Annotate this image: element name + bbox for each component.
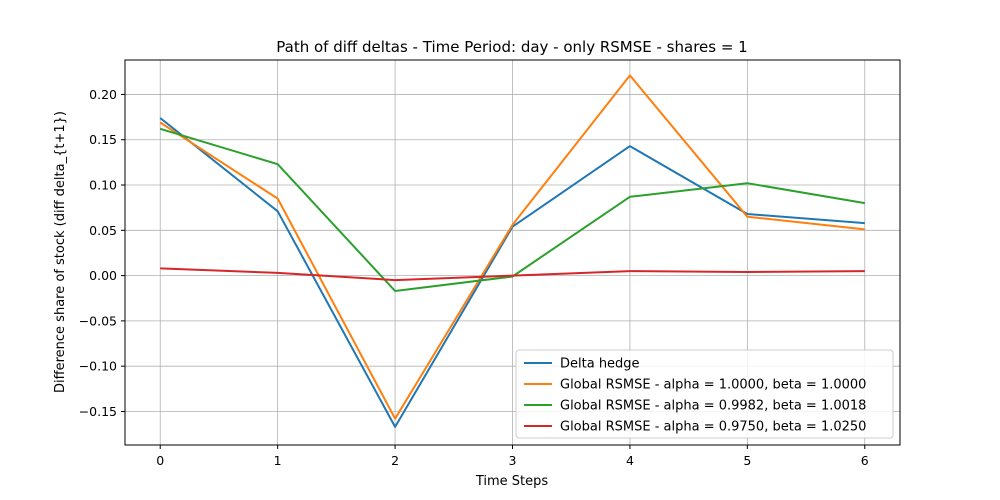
y-tick-label: −0.05 xyxy=(79,313,117,328)
y-tick-label: −0.15 xyxy=(79,404,117,419)
series-line-1 xyxy=(159,74,865,420)
y-tick-label: 0.20 xyxy=(89,87,117,102)
grid xyxy=(125,60,900,445)
x-tick-label: 6 xyxy=(861,453,869,468)
x-tick-label: 2 xyxy=(391,453,399,468)
legend-box xyxy=(515,349,894,439)
y-axis-label: Difference share of stock (diff delta_{t… xyxy=(53,111,68,393)
chart-title: Path of diff deltas - Time Period: day -… xyxy=(276,38,747,56)
y-tick-label: 0.15 xyxy=(89,132,117,147)
legend-label: Global RSMSE - alpha = 1.0000, beta = 1.… xyxy=(560,378,866,393)
legend-label: Global RSMSE - alpha = 0.9982, beta = 1.… xyxy=(560,399,866,414)
y-tick-label: 0.10 xyxy=(89,178,117,193)
series-line-3 xyxy=(160,267,865,282)
x-tick-label: 4 xyxy=(626,453,634,468)
legend-label: Global RSMSE - alpha = 0.9750, beta = 1.… xyxy=(560,420,866,435)
x-axis: 0 1 2 3 4 5 6 xyxy=(156,445,869,468)
series-lines xyxy=(159,74,865,428)
x-tick-label: 0 xyxy=(156,453,164,468)
x-axis-label: Time Steps xyxy=(475,474,549,489)
legend-label: Delta hedge xyxy=(560,357,640,372)
x-tick-label: 5 xyxy=(743,453,751,468)
y-tick-label: −0.10 xyxy=(79,359,117,374)
y-axis: −0.15 −0.10 −0.05 0.00 0.05 0.10 0.15 0.20 xyxy=(79,87,125,419)
y-tick-label: 0.05 xyxy=(89,223,117,238)
x-tick-label: 1 xyxy=(274,453,282,468)
legend: Delta hedge Global RSMSE - alpha = 1.0000… xyxy=(515,349,894,439)
x-tick-label: 3 xyxy=(509,453,517,468)
y-tick-label: 0.00 xyxy=(89,268,117,283)
